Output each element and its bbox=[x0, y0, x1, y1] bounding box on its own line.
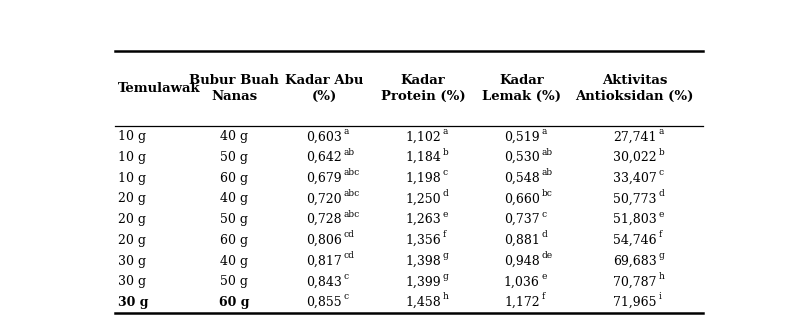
Text: 0,530: 0,530 bbox=[504, 151, 539, 164]
Text: Aktivitas
Antioksidan (%): Aktivitas Antioksidan (%) bbox=[575, 74, 694, 103]
Text: ab: ab bbox=[344, 148, 355, 156]
Text: cd: cd bbox=[344, 251, 354, 260]
Text: 0,881: 0,881 bbox=[504, 234, 539, 247]
Text: h: h bbox=[443, 293, 448, 301]
Text: 50 g: 50 g bbox=[220, 151, 248, 164]
Text: Bubur Buah
Nanas: Bubur Buah Nanas bbox=[189, 74, 279, 103]
Text: abc: abc bbox=[344, 168, 360, 177]
Text: 30 g: 30 g bbox=[117, 255, 146, 268]
Text: e: e bbox=[542, 272, 547, 281]
Text: a: a bbox=[658, 127, 664, 136]
Text: ab: ab bbox=[542, 148, 553, 156]
Text: 0,660: 0,660 bbox=[504, 193, 539, 205]
Text: a: a bbox=[344, 127, 349, 136]
Text: 40 g: 40 g bbox=[220, 193, 248, 205]
Text: bc: bc bbox=[542, 189, 552, 198]
Text: 1,263: 1,263 bbox=[405, 213, 440, 226]
Text: Kadar
Lemak (%): Kadar Lemak (%) bbox=[482, 74, 561, 103]
Text: 0,843: 0,843 bbox=[306, 275, 342, 288]
Text: 1,356: 1,356 bbox=[405, 234, 440, 247]
Text: c: c bbox=[344, 293, 349, 301]
Text: abc: abc bbox=[344, 210, 360, 219]
Text: c: c bbox=[542, 210, 547, 219]
Text: 60 g: 60 g bbox=[220, 234, 248, 247]
Text: 0,679: 0,679 bbox=[306, 172, 342, 185]
Text: 0,817: 0,817 bbox=[306, 255, 342, 268]
Text: 30 g: 30 g bbox=[117, 296, 148, 309]
Text: 71,965: 71,965 bbox=[613, 296, 657, 309]
Text: 0,728: 0,728 bbox=[306, 213, 342, 226]
Text: Temulawak: Temulawak bbox=[117, 82, 200, 95]
Text: 40 g: 40 g bbox=[220, 255, 248, 268]
Text: d: d bbox=[542, 230, 547, 239]
Text: c: c bbox=[443, 168, 448, 177]
Text: 60 g: 60 g bbox=[220, 172, 248, 185]
Text: 50,773: 50,773 bbox=[613, 193, 657, 205]
Text: h: h bbox=[658, 272, 664, 281]
Text: 0,519: 0,519 bbox=[504, 130, 539, 143]
Text: d: d bbox=[443, 189, 448, 198]
Text: 1,398: 1,398 bbox=[405, 255, 440, 268]
Text: 33,407: 33,407 bbox=[613, 172, 657, 185]
Text: 30 g: 30 g bbox=[117, 275, 146, 288]
Text: 0,948: 0,948 bbox=[504, 255, 539, 268]
Text: 50 g: 50 g bbox=[220, 275, 248, 288]
Text: 20 g: 20 g bbox=[117, 193, 146, 205]
Text: f: f bbox=[658, 230, 662, 239]
Text: 0,642: 0,642 bbox=[306, 151, 342, 164]
Text: ab: ab bbox=[542, 168, 553, 177]
Text: 54,746: 54,746 bbox=[613, 234, 657, 247]
Text: 0,806: 0,806 bbox=[306, 234, 342, 247]
Text: 0,603: 0,603 bbox=[306, 130, 342, 143]
Text: 1,250: 1,250 bbox=[405, 193, 440, 205]
Text: cd: cd bbox=[344, 230, 354, 239]
Text: g: g bbox=[658, 251, 664, 260]
Text: 50 g: 50 g bbox=[220, 213, 248, 226]
Text: 0,737: 0,737 bbox=[504, 213, 539, 226]
Text: f: f bbox=[443, 230, 446, 239]
Text: b: b bbox=[658, 148, 664, 156]
Text: 0,548: 0,548 bbox=[504, 172, 539, 185]
Text: de: de bbox=[542, 251, 553, 260]
Text: 10 g: 10 g bbox=[117, 172, 146, 185]
Text: 20 g: 20 g bbox=[117, 234, 146, 247]
Text: b: b bbox=[443, 148, 448, 156]
Text: 30,022: 30,022 bbox=[613, 151, 657, 164]
Text: 1,184: 1,184 bbox=[405, 151, 440, 164]
Text: 69,683: 69,683 bbox=[613, 255, 657, 268]
Text: g: g bbox=[443, 251, 448, 260]
Text: 10 g: 10 g bbox=[117, 130, 146, 143]
Text: 1,198: 1,198 bbox=[405, 172, 440, 185]
Text: e: e bbox=[658, 210, 664, 219]
Text: 0,720: 0,720 bbox=[306, 193, 342, 205]
Text: 70,787: 70,787 bbox=[613, 275, 657, 288]
Text: 10 g: 10 g bbox=[117, 151, 146, 164]
Text: i: i bbox=[658, 293, 662, 301]
Text: 1,102: 1,102 bbox=[405, 130, 440, 143]
Text: 1,458: 1,458 bbox=[405, 296, 440, 309]
Text: 51,803: 51,803 bbox=[613, 213, 657, 226]
Text: 1,399: 1,399 bbox=[405, 275, 440, 288]
Text: 1,036: 1,036 bbox=[504, 275, 539, 288]
Text: e: e bbox=[443, 210, 448, 219]
Text: 0,855: 0,855 bbox=[306, 296, 342, 309]
Text: abc: abc bbox=[344, 189, 360, 198]
Text: a: a bbox=[542, 127, 547, 136]
Text: c: c bbox=[658, 168, 664, 177]
Text: a: a bbox=[443, 127, 448, 136]
Text: Kadar Abu
(%): Kadar Abu (%) bbox=[285, 74, 363, 103]
Text: f: f bbox=[542, 293, 545, 301]
Text: g: g bbox=[443, 272, 448, 281]
Text: c: c bbox=[344, 272, 349, 281]
Text: 27,741: 27,741 bbox=[613, 130, 657, 143]
Text: d: d bbox=[658, 189, 664, 198]
Text: 1,172: 1,172 bbox=[504, 296, 539, 309]
Text: 40 g: 40 g bbox=[220, 130, 248, 143]
Text: 60 g: 60 g bbox=[219, 296, 250, 309]
Text: Kadar
Protein (%): Kadar Protein (%) bbox=[381, 74, 465, 103]
Text: 20 g: 20 g bbox=[117, 213, 146, 226]
